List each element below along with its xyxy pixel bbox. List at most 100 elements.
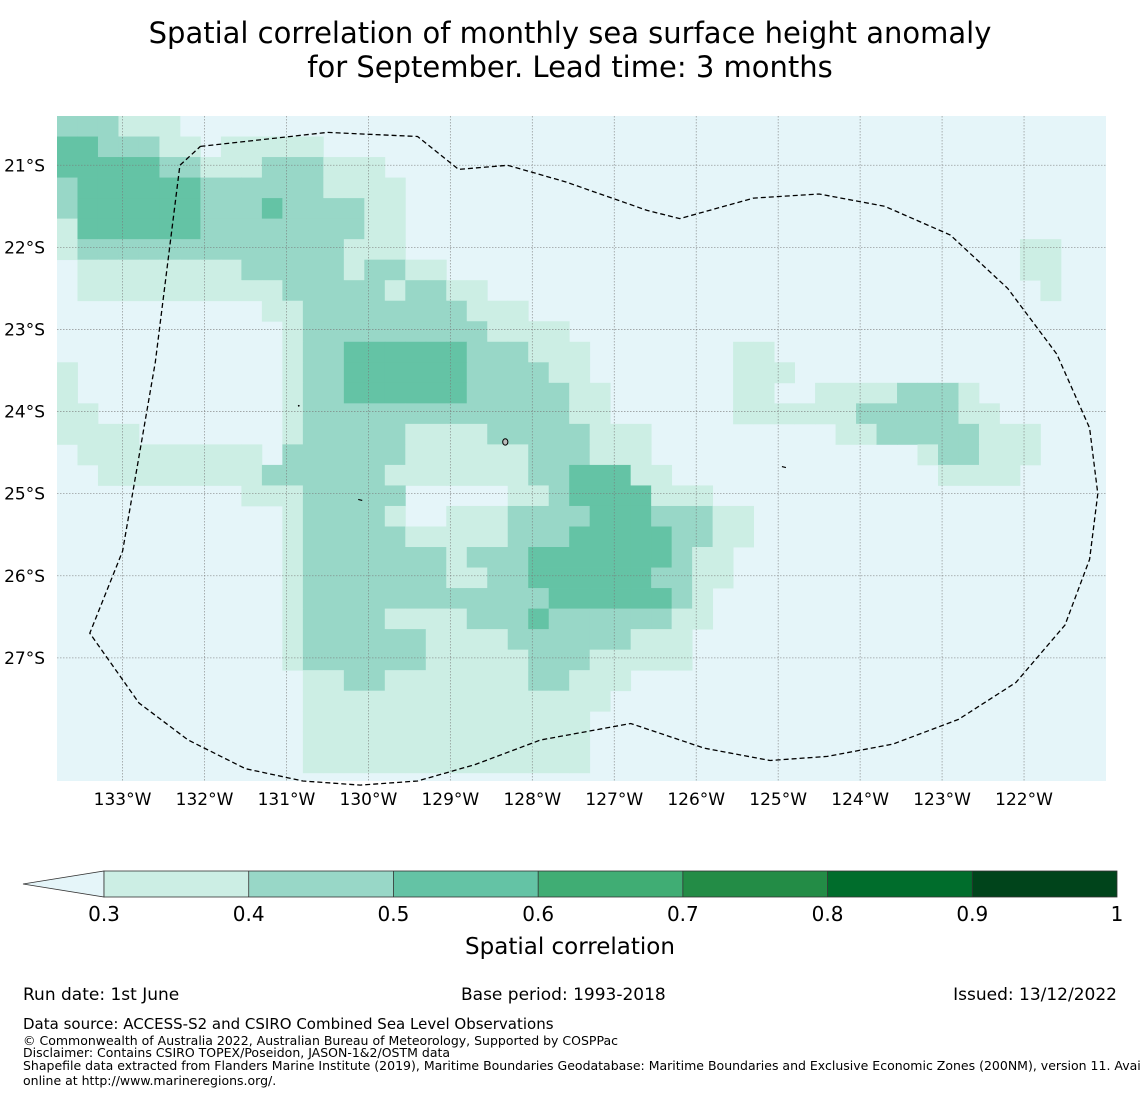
heatmap-cell xyxy=(220,198,242,220)
base-period: Base period: 1993-2018 xyxy=(461,985,666,1005)
heatmap-cell xyxy=(261,280,283,302)
heatmap-cell xyxy=(528,341,550,363)
heatmap-cell xyxy=(364,341,386,363)
heatmap-cell xyxy=(57,403,78,425)
heatmap-cell xyxy=(589,608,611,630)
heatmap-cell xyxy=(671,567,693,589)
heatmap-cell xyxy=(446,362,468,384)
heatmap-cell xyxy=(261,464,283,486)
heatmap-cell xyxy=(384,403,406,425)
heatmap-cell xyxy=(57,198,78,220)
heatmap-cell xyxy=(712,567,734,589)
island xyxy=(502,438,509,446)
heatmap-cell xyxy=(384,239,406,261)
heatmap-cell xyxy=(1040,280,1062,302)
run-date: Run date: 1st June xyxy=(23,985,180,1005)
heatmap-cell xyxy=(569,505,591,527)
heatmap-cell xyxy=(343,423,365,445)
heatmap-cell xyxy=(343,485,365,507)
heatmap-cell xyxy=(77,218,99,240)
heatmap-cell xyxy=(651,505,673,527)
heatmap-cell xyxy=(323,300,345,322)
heatmap-cell xyxy=(610,423,632,445)
heatmap-cell xyxy=(241,177,263,199)
heatmap-cell xyxy=(77,444,99,466)
heatmap-cell xyxy=(159,198,181,220)
heatmap-cell xyxy=(343,608,365,630)
heatmap-cell xyxy=(200,464,222,486)
heatmap-cell xyxy=(446,731,468,753)
heatmap-cell xyxy=(323,588,345,609)
heatmap-cell xyxy=(364,629,386,651)
heatmap-cell xyxy=(343,731,365,753)
eez-boundary xyxy=(89,131,1099,786)
heatmap-cell xyxy=(405,341,427,363)
heatmap-cell xyxy=(282,505,304,527)
heatmap-cell xyxy=(138,136,160,158)
heatmap-cell xyxy=(917,382,939,404)
heatmap-cell xyxy=(179,177,201,199)
heatmap-cell xyxy=(876,403,898,425)
heatmap-cell xyxy=(118,423,140,445)
heatmap-cell xyxy=(446,526,468,548)
heatmap-cell xyxy=(507,690,529,712)
colorbar-frame xyxy=(103,870,1118,898)
heatmap-cell xyxy=(528,526,550,548)
heatmap-cell xyxy=(261,218,283,240)
heatmap-cell xyxy=(548,444,570,466)
heatmap-cell xyxy=(179,444,201,466)
heatmap-cell xyxy=(1019,423,1041,445)
heatmap-cell xyxy=(241,136,263,158)
heatmap-cell xyxy=(671,547,693,568)
heatmap-cell xyxy=(446,423,468,445)
heatmap-cell xyxy=(384,362,406,384)
heatmap-cell xyxy=(302,649,324,671)
heatmap-cell xyxy=(323,731,345,753)
heatmap-cell xyxy=(487,321,509,343)
colorbar-tick-label: 0.6 xyxy=(522,902,554,926)
heatmap-cell xyxy=(548,670,570,692)
heatmap-cell xyxy=(589,629,611,651)
heatmap-cell xyxy=(138,198,160,220)
heatmap-cell xyxy=(753,403,775,425)
heatmap-cell xyxy=(466,567,488,589)
heatmap-cell xyxy=(282,218,304,240)
heatmap-cell xyxy=(405,423,427,445)
heatmap-cell xyxy=(384,218,406,240)
heatmap-cell xyxy=(343,711,365,733)
island xyxy=(781,465,787,469)
heatmap-cell xyxy=(528,547,550,568)
heatmap-cell xyxy=(569,670,591,692)
heatmap-cell xyxy=(507,608,529,630)
heatmap-cell xyxy=(57,177,78,199)
heatmap-cell xyxy=(425,608,447,630)
heatmap-cell xyxy=(733,362,755,384)
heatmap-cell xyxy=(384,485,406,507)
heatmap-cell xyxy=(323,505,345,527)
heatmap-cell xyxy=(220,136,242,158)
heatmap-cell xyxy=(302,485,324,507)
heatmap-cell xyxy=(179,239,201,261)
heatmap-cell xyxy=(507,629,529,651)
heatmap-cell xyxy=(384,547,406,568)
heatmap-cell xyxy=(343,649,365,671)
heatmap-cell xyxy=(466,505,488,527)
heatmap-cell xyxy=(692,567,714,589)
heatmap-cell xyxy=(282,321,304,343)
heatmap-cell xyxy=(364,382,386,404)
heatmap-cell xyxy=(774,362,795,384)
chart-title-line-2: for September. Lead time: 3 months xyxy=(307,50,833,84)
heatmap-cell xyxy=(487,341,509,363)
heatmap-cell xyxy=(466,444,488,466)
colorbar-segment xyxy=(682,871,828,897)
heatmap-cell xyxy=(364,485,386,507)
heatmap-cell xyxy=(507,382,529,404)
heatmap-cell xyxy=(405,731,427,753)
heatmap-cell xyxy=(364,588,386,609)
heatmap-cell xyxy=(425,752,447,774)
heatmap-cell xyxy=(364,321,386,343)
heatmap-cell xyxy=(302,382,324,404)
heatmap-cell xyxy=(630,547,652,568)
heatmap-cell xyxy=(712,505,734,527)
heatmap-cell xyxy=(446,752,468,774)
